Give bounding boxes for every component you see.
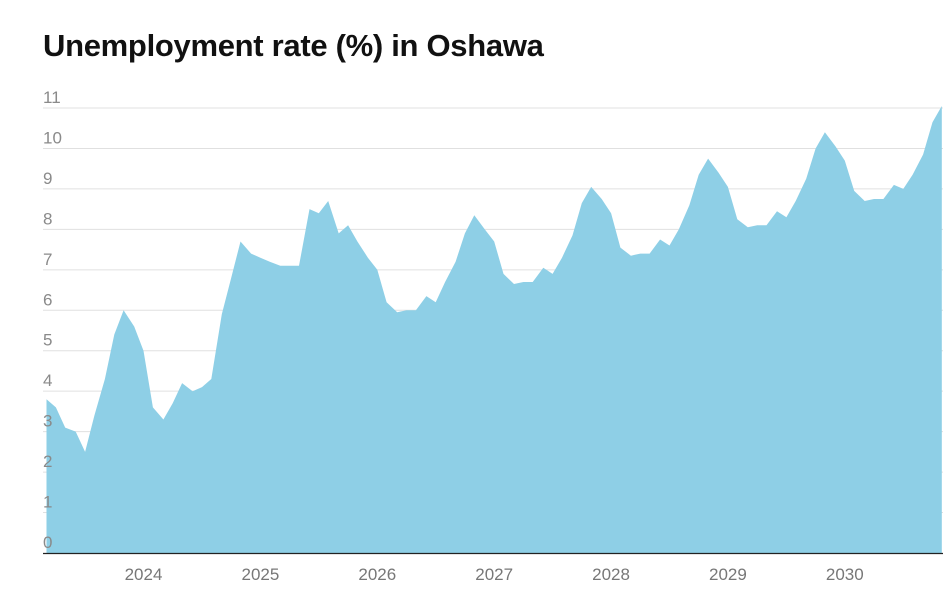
- y-tick-label: 3: [43, 412, 52, 431]
- x-tick-label: 2026: [358, 565, 396, 584]
- x-tick-label: 2025: [241, 565, 279, 584]
- x-tick-label: 2029: [709, 565, 747, 584]
- area-layer: [46, 106, 942, 553]
- y-tick-label: 5: [43, 331, 52, 350]
- y-tick-labels: 0 1 2 3 4 5 6 7 8 9 10 11: [43, 88, 62, 552]
- y-tick-label: 7: [43, 250, 52, 269]
- y-tick-label: 8: [43, 209, 52, 228]
- y-tick-label: 11: [43, 88, 61, 107]
- y-tick-label: 6: [43, 290, 52, 309]
- x-tick-labels: 2024 2025 2026 2027 2028 2029 2030: [125, 565, 864, 584]
- chart-title: Unemployment rate (%) in Oshawa: [43, 28, 544, 63]
- x-tick-label: 2024: [125, 565, 163, 584]
- x-tick-label: 2030: [826, 565, 864, 584]
- y-tick-label: 0: [43, 533, 52, 552]
- y-tick-label: 10: [43, 128, 62, 147]
- y-tick-label: 4: [43, 371, 52, 390]
- y-tick-label: 9: [43, 169, 52, 188]
- area-series: [46, 106, 942, 553]
- x-tick-label: 2027: [475, 565, 513, 584]
- x-tick-label: 2028: [592, 565, 630, 584]
- y-tick-label: 2: [43, 452, 52, 471]
- y-tick-label: 1: [43, 493, 52, 512]
